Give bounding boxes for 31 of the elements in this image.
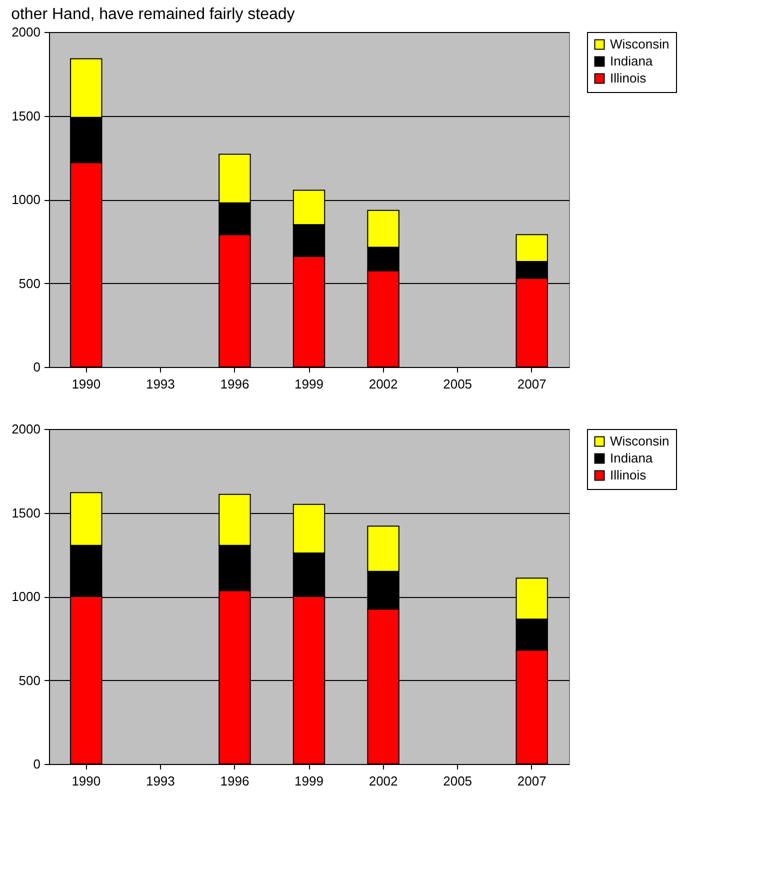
y-tick-label: 1000 — [12, 192, 40, 207]
legend-label: Wisconsin — [610, 36, 670, 52]
x-tick-label: 1993 — [146, 376, 175, 392]
x-tick-label: 2002 — [368, 376, 398, 392]
x-tick-label: 2002 — [368, 774, 398, 788]
x-tick-label: 1993 — [146, 774, 175, 788]
y-tick-label: 500 — [18, 672, 40, 688]
legend-label: Illinois — [610, 468, 647, 482]
x-tick-label: 2007 — [517, 376, 546, 392]
x-tick-label: 1996 — [220, 376, 250, 392]
y-tick-label: 0 — [33, 756, 40, 772]
x-tick-label: 2005 — [443, 376, 472, 392]
y-tick-label: 1500 — [12, 505, 40, 520]
y-tick-label: 500 — [18, 276, 40, 291]
x-tick-label: 2007 — [517, 774, 546, 788]
y-tick-label: 1000 — [12, 589, 40, 604]
x-tick-label: 1996 — [220, 774, 250, 788]
x-tick-label: 2005 — [443, 774, 472, 788]
x-tick-label: 1990 — [72, 376, 101, 392]
legend-label: Indiana — [610, 54, 654, 68]
y-tick-label: 2000 — [12, 24, 40, 40]
x-tick-label: 1990 — [72, 774, 101, 788]
y-tick-label: 0 — [33, 360, 40, 374]
y-tick-label: 2000 — [12, 422, 40, 436]
legend-label: Wisconsin — [610, 434, 670, 448]
chart-title: other Hand, have remained fairly steady — [11, 6, 295, 23]
y-tick-label: 1500 — [12, 108, 40, 124]
x-tick-label: 1999 — [294, 376, 324, 392]
legend-label: Illinois — [610, 70, 647, 86]
x-tick-label: 1999 — [294, 774, 324, 788]
legend-label: Indiana — [610, 450, 654, 466]
